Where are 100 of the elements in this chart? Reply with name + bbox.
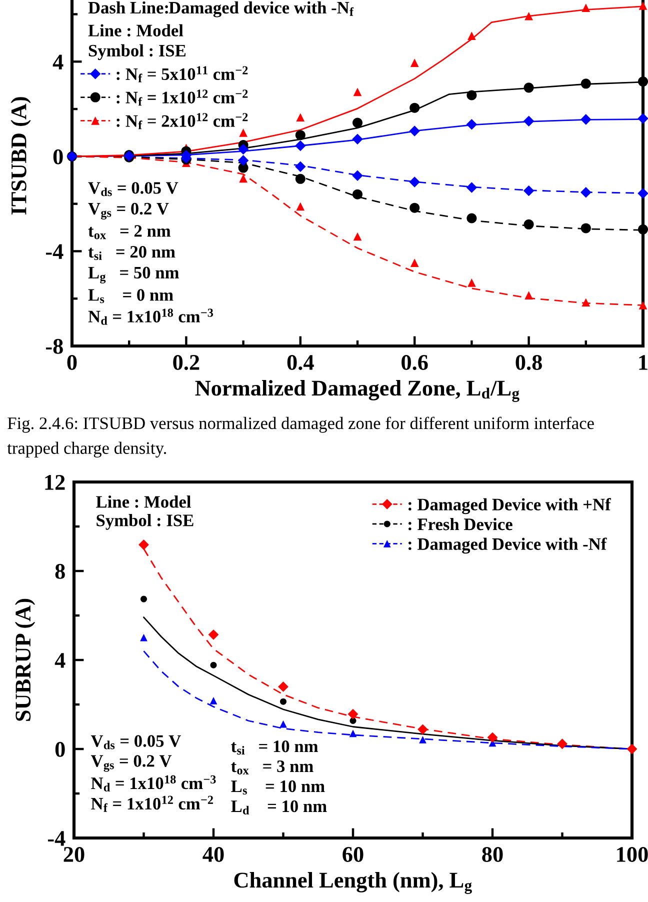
legend-label: : Damaged Device with -Nf xyxy=(408,538,607,554)
point xyxy=(348,708,358,720)
point xyxy=(410,102,420,113)
x-tick-label: 0.8 xyxy=(516,354,542,370)
y-tick-label: 8 xyxy=(55,564,65,579)
x-tick-label: 0 xyxy=(67,354,77,370)
point xyxy=(210,662,217,668)
legend-label: : N$_{f}$ = 5x10$^{11}$ cm$^{−2}$ xyxy=(116,66,248,82)
caption: Fig. 2.4.6: ITSUBD versus normalized damaged zone for different uniform interface trapped charge density. xyxy=(7,416,594,458)
point xyxy=(466,213,477,224)
point xyxy=(638,224,648,234)
point xyxy=(523,185,534,196)
point xyxy=(210,697,218,704)
point xyxy=(296,202,305,211)
point xyxy=(580,114,592,125)
point xyxy=(295,174,306,184)
point xyxy=(409,126,420,136)
x-tick-label: 20 xyxy=(64,846,84,862)
point xyxy=(352,189,363,200)
y-tick-label: 0 xyxy=(55,742,65,757)
point xyxy=(352,134,363,144)
point xyxy=(410,202,420,213)
point xyxy=(466,119,478,130)
point xyxy=(524,291,533,300)
x-axis-title: Channel Length (nm), L$_{g}$ xyxy=(234,872,472,894)
point xyxy=(410,258,419,267)
x-tick-label: 100 xyxy=(617,846,648,862)
point xyxy=(138,540,149,550)
point xyxy=(353,232,362,241)
point xyxy=(582,298,590,307)
x-tick-label: 1 xyxy=(639,355,648,370)
point xyxy=(280,698,287,705)
point xyxy=(295,130,306,140)
point xyxy=(580,223,591,234)
point xyxy=(638,301,648,310)
point xyxy=(487,732,498,743)
point xyxy=(524,219,534,230)
x-tick-label: 0.6 xyxy=(402,354,428,370)
point xyxy=(353,88,362,96)
x-tick-label: 40 xyxy=(202,846,224,862)
point xyxy=(638,113,648,124)
point xyxy=(295,140,306,152)
text: V$_{ds}$ = 0.05 V V$_{gs}$ = 0.2 V t$_{ox}$ = 2 nm t$_{si}$ = 20 nm L$_{g}$ = 50 nm L$_{s}$ = 0 nm N$_{d}$ = 1x10$^{18}$ cm$^{−3}$ xyxy=(88,182,214,325)
point xyxy=(418,724,428,735)
point xyxy=(524,82,534,93)
point xyxy=(140,596,148,602)
x-tick-label: 60 xyxy=(342,846,364,862)
annotation: Line : Model xyxy=(88,24,184,37)
legend-label: : Damaged Device with +Nf xyxy=(408,498,611,514)
y-tick-label: -8 xyxy=(46,338,63,354)
point xyxy=(410,58,419,67)
point xyxy=(278,682,288,692)
legend-label: : N$_{f}$ = 2x10$^{12}$ cm$^{−2}$ xyxy=(116,113,248,130)
y-tick-label: 12 xyxy=(45,474,65,490)
point xyxy=(582,4,590,12)
point xyxy=(409,176,420,188)
point xyxy=(626,744,638,754)
point xyxy=(638,188,648,199)
x-tick-label: 80 xyxy=(482,846,503,862)
point xyxy=(557,738,568,750)
annotation: Line : Model xyxy=(96,496,191,508)
y-axis-title: ITSUBD (A) xyxy=(10,97,31,215)
y-tick-label: -4 xyxy=(48,831,66,846)
point xyxy=(140,634,148,642)
y-tick-label: 4 xyxy=(52,54,64,70)
point xyxy=(580,78,591,89)
point xyxy=(638,2,648,10)
point xyxy=(238,155,249,166)
x-axis-title: Normalized Damaged Zone, L$_{d}$/L$_{g}$ xyxy=(195,380,520,402)
point xyxy=(466,182,478,193)
annotation: Symbol : ISE xyxy=(96,514,194,530)
point xyxy=(468,32,476,40)
x-tick-label: 0.4 xyxy=(287,354,314,370)
point xyxy=(208,629,219,640)
point xyxy=(352,118,363,128)
legend-label: : Fresh Device xyxy=(408,518,512,530)
point xyxy=(580,187,592,198)
y-tick-label: -4 xyxy=(46,244,64,259)
x-tick-label: 0.2 xyxy=(173,354,200,370)
point xyxy=(466,90,477,100)
point xyxy=(468,278,476,287)
point xyxy=(239,128,248,137)
point xyxy=(296,113,305,122)
point xyxy=(352,170,363,181)
point xyxy=(295,161,306,172)
annotation: Symbol : ISE xyxy=(88,44,186,60)
text: t$_{si}$ = 10 nm t$_{ox}$ = 3 nm L$_{s}$ = 10 nm L$_{d}$ = 10 nm xyxy=(231,740,327,814)
point xyxy=(524,12,533,20)
annotation: Dash Line:Damaged device with -N$_{f}$ xyxy=(88,1,354,18)
y-tick-label: 0 xyxy=(53,149,63,164)
point xyxy=(523,116,534,126)
y-tick-label: 4 xyxy=(54,653,66,668)
point xyxy=(239,174,248,183)
point xyxy=(280,720,287,728)
point xyxy=(349,730,357,738)
point xyxy=(419,736,426,744)
text: V$_{ds}$ = 0.05 V V$_{gs}$ = 0.2 V N$_{d}$ = 1x10$^{18}$ cm$^{−3}$ N$_{f}$ = 1x10$^{12}$ cm$^{−2}$ xyxy=(90,735,216,812)
point xyxy=(238,144,249,155)
y-axis-title: SUBRUP (A) xyxy=(14,598,36,721)
legend-label: : N$_{f}$ = 1x10$^{12}$ cm$^{−2}$ xyxy=(116,90,248,106)
